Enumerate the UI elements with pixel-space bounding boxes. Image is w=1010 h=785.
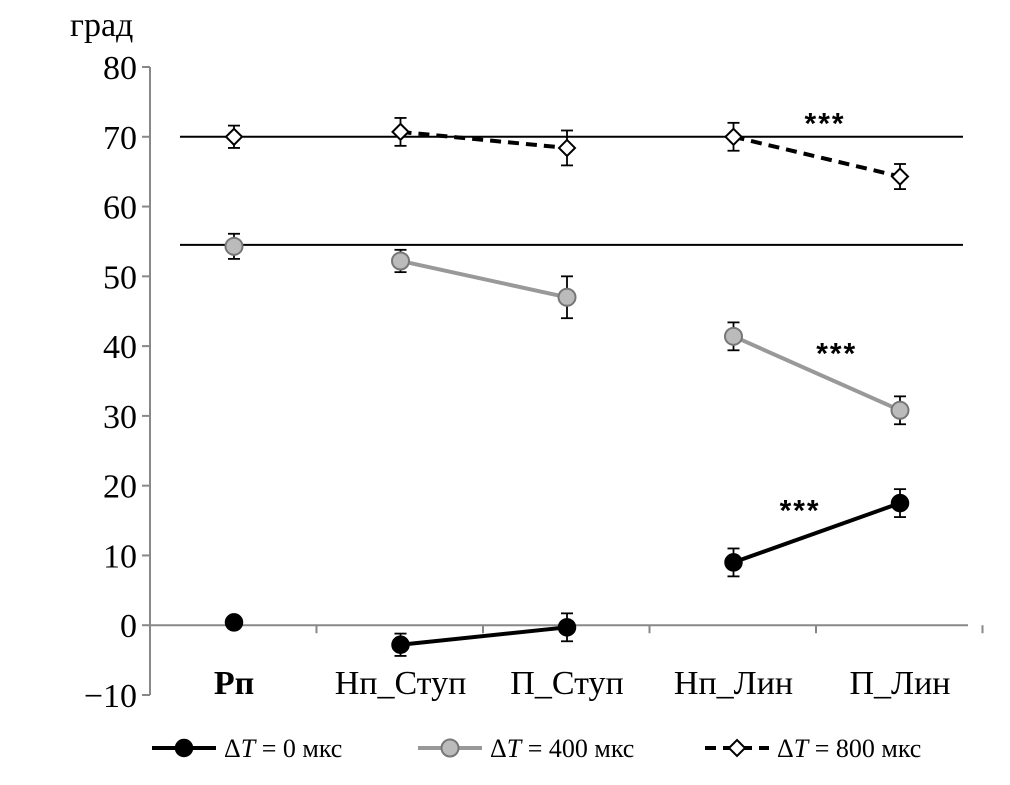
data-point-marker — [391, 251, 410, 271]
data-point-marker — [724, 127, 743, 147]
legend-label: ΔT = 0 мкс — [224, 734, 342, 763]
series-0 — [224, 488, 910, 657]
series-line-segment — [733, 134, 901, 179]
data-point-marker — [224, 127, 244, 147]
data-point-marker — [224, 613, 244, 632]
y-tick-label: 70 — [103, 120, 137, 157]
data-point-marker — [557, 618, 577, 637]
data-point-marker — [391, 635, 410, 655]
x-category-label: Рп — [214, 665, 254, 702]
series-2 — [224, 117, 910, 191]
x-ticks: Рп Нп_Ступ П_Ступ Нп_Лин П_Лин — [149, 625, 984, 702]
reference-lines — [180, 135, 963, 246]
y-tick-label: 20 — [103, 469, 137, 506]
series-1 — [224, 232, 910, 426]
legend-label: ΔT = 800 мкс — [777, 734, 921, 763]
data-point-marker — [890, 493, 910, 513]
y-tick-label: 0 — [120, 608, 137, 645]
data-point-marker — [890, 400, 910, 420]
series-group — [224, 117, 910, 657]
x-category-label: П_Ступ — [510, 665, 623, 702]
series-line-segment — [732, 334, 901, 413]
data-point-marker — [440, 738, 460, 758]
axes — [149, 67, 968, 695]
y-ticks: −10 0 10 20 30 40 50 60 70 80 — [84, 50, 150, 715]
y-tick-label: 80 — [103, 50, 137, 87]
data-point-marker — [174, 738, 194, 758]
data-point-marker — [890, 167, 910, 186]
data-point-marker — [224, 236, 244, 256]
data-point-marker — [727, 738, 747, 758]
annotations: *** *** *** — [780, 107, 857, 528]
series-line-segment — [400, 259, 568, 300]
legend-label: ΔT = 400 мкс — [490, 734, 634, 763]
data-point-marker — [557, 287, 577, 307]
series-line-segment — [400, 129, 568, 150]
y-axis-unit-label: град — [70, 7, 133, 44]
significance-annotation: *** — [780, 495, 821, 528]
series-line-segment — [400, 625, 568, 647]
y-tick-label: 50 — [103, 259, 137, 296]
y-tick-label: 40 — [103, 329, 137, 366]
legend: ΔT = 0 мкс ΔT = 400 мкс ΔT = 800 мкс — [152, 734, 921, 763]
legend-entry-2: ΔT = 800 мкс — [705, 734, 921, 763]
data-point-marker — [724, 326, 743, 346]
legend-entry-0: ΔT = 0 мкс — [152, 734, 342, 763]
series-line-segment — [732, 501, 901, 565]
y-tick-label: 30 — [103, 399, 137, 436]
x-category-label: Нп_Лин — [674, 665, 793, 702]
y-tick-label: 60 — [103, 190, 137, 227]
data-point-marker — [724, 553, 743, 572]
x-category-label: Нп_Ступ — [335, 665, 467, 702]
y-tick-label: 10 — [103, 538, 137, 575]
significance-annotation: *** — [805, 107, 846, 140]
data-point-marker — [557, 138, 577, 158]
data-point-marker — [391, 122, 410, 142]
x-category-label: П_Лин — [849, 665, 950, 702]
y-tick-label: −10 — [84, 678, 137, 715]
significance-annotation: *** — [816, 338, 857, 371]
legend-entry-1: ΔT = 400 мкс — [418, 734, 634, 763]
